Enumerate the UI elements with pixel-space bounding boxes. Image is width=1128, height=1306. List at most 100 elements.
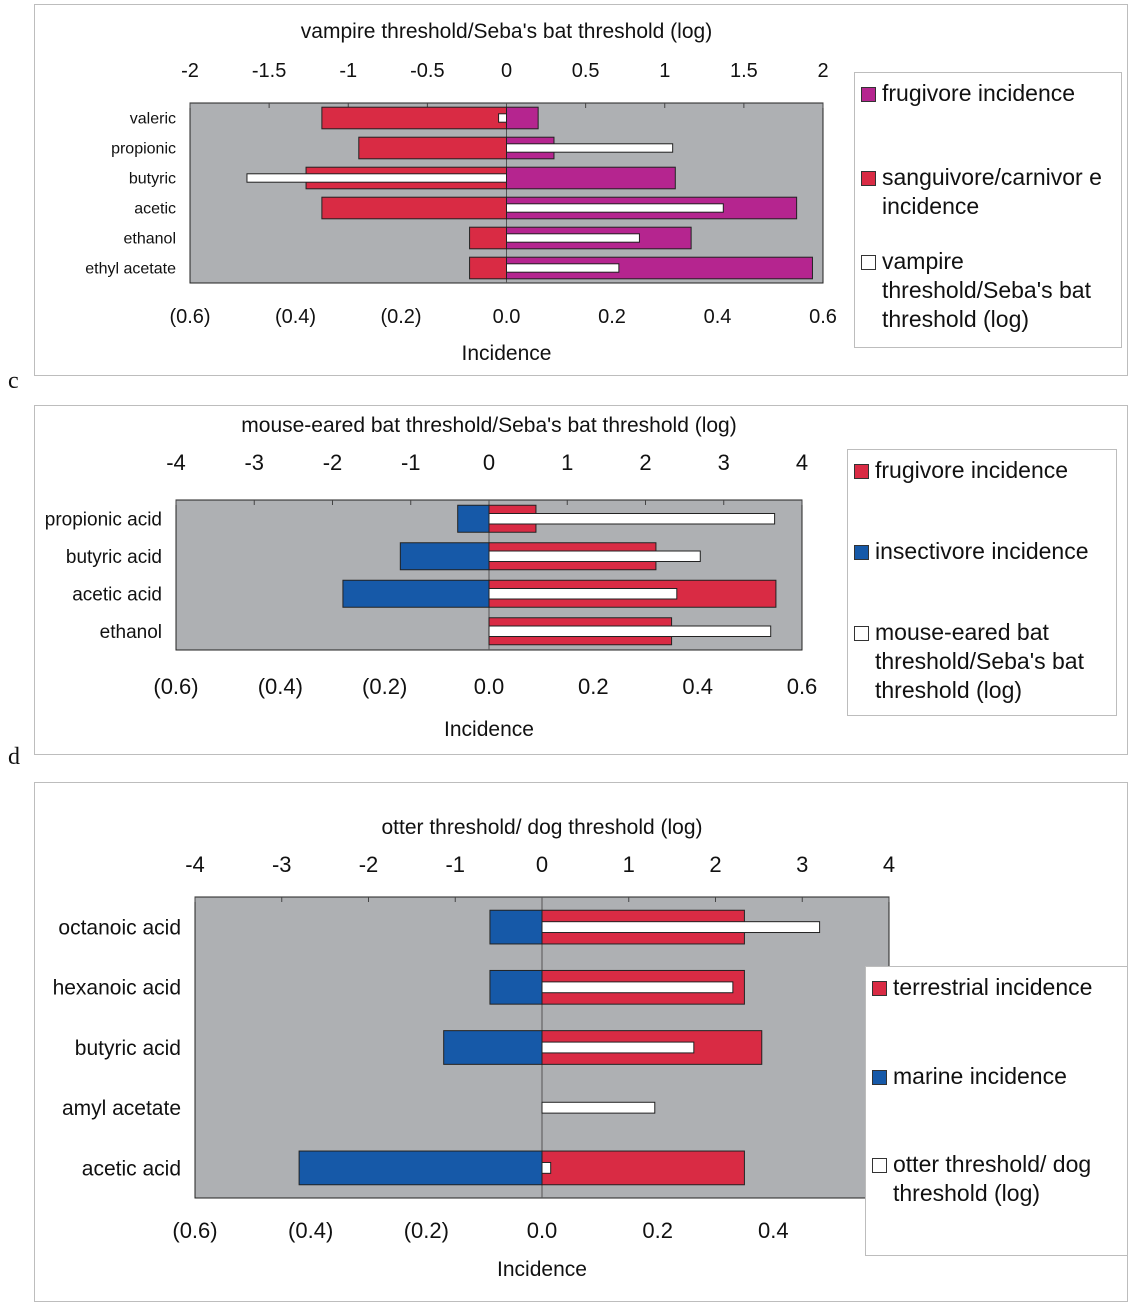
- bar-c-threshold-log: [246, 173, 507, 183]
- category-label-c: ethyl acetate: [85, 261, 176, 278]
- bar-e-threshold-log: [541, 981, 734, 994]
- x-axis-label-e: Incidence: [497, 1258, 587, 1281]
- bottom-tick-label-e: (0.2): [404, 1218, 449, 1243]
- top-tick-label-e: -4: [185, 852, 205, 877]
- top-axis-title-c: vampire threshold/Seba's bat threshold (…: [301, 20, 712, 43]
- bottom-tick-label-d: 0.6: [787, 674, 818, 699]
- top-tick-label-c: 1.5: [730, 60, 758, 82]
- bar-d-insectivore-incidence: [399, 542, 490, 571]
- legend-d: frugivore incidence insectivore incidence…: [847, 449, 1117, 716]
- top-tick-label-e: 0: [536, 852, 548, 877]
- bar-c-sanguivore-carnivore-incidence: [469, 226, 508, 250]
- legend-item-d: frugivore incidence: [854, 456, 1110, 537]
- legend-swatch-e: [872, 1158, 887, 1174]
- category-label-e: octanoic acid: [58, 916, 181, 939]
- category-label-e: acetic acid: [82, 1157, 181, 1180]
- legend-swatch-d: [854, 464, 869, 479]
- bar-c-sanguivore-carnivore-incidence: [358, 136, 507, 160]
- bottom-tick-label-d: 0.2: [578, 674, 609, 699]
- bar-e-marine-incidence: [489, 909, 543, 945]
- top-tick-label-d: -4: [166, 450, 186, 475]
- top-tick-label-e: -1: [445, 852, 465, 877]
- legend-item-c: vampire threshold/Seba's bat threshold (…: [861, 247, 1115, 334]
- bottom-tick-label-d: (0.2): [362, 674, 407, 699]
- top-tick-label-d: -1: [401, 450, 421, 475]
- bar-c-threshold-log: [506, 233, 640, 243]
- top-tick-label-d: 1: [561, 450, 573, 475]
- chart-e-svg: otter threshold/ dog threshold (log) -4 -3…: [53, 816, 896, 1281]
- bar-c-threshold-log: [506, 143, 674, 153]
- legend-swatch-e: [872, 1069, 887, 1085]
- legend-item-c: frugivore incidence: [861, 79, 1115, 163]
- bar-e-threshold-log: [541, 1041, 695, 1054]
- category-label-c: propionic: [111, 141, 176, 158]
- category-label-d: ethanol: [100, 622, 162, 643]
- top-tick-label-e: -2: [359, 852, 379, 877]
- bottom-tick-label-e: 0.4: [758, 1218, 789, 1243]
- legend-label-e: otter threshold/ dog threshold (log): [893, 1151, 1092, 1207]
- top-tick-label-c: 0.5: [572, 60, 600, 82]
- bar-d-threshold-log: [488, 625, 772, 637]
- panel-letter-d: d: [8, 744, 20, 770]
- bar-d-insectivore-incidence: [342, 579, 490, 608]
- top-tick-label-d: -3: [244, 450, 264, 475]
- legend-item-e: terrestrial incidence: [872, 973, 1121, 1062]
- top-axis-title-e: otter threshold/ dog threshold (log): [381, 816, 702, 839]
- bar-e-terrestrial-incidence: [541, 1150, 745, 1186]
- top-tick-label-d: 3: [718, 450, 730, 475]
- bottom-tick-label-c: (0.6): [169, 306, 210, 328]
- legend-label-d: mouse-eared bat threshold/Seba's bat thr…: [875, 619, 1084, 703]
- panel-letter-c: c: [8, 368, 19, 394]
- chart-d-svg: mouse-eared bat threshold/Seba's bat thr…: [45, 414, 818, 741]
- category-label-e: butyric acid: [75, 1037, 181, 1060]
- top-tick-label-c: -0.5: [410, 60, 444, 82]
- legend-label-d: insectivore incidence: [875, 538, 1089, 564]
- x-axis-label-d: Incidence: [444, 718, 534, 741]
- bar-d-threshold-log: [488, 588, 678, 600]
- bar-e-marine-incidence: [489, 969, 543, 1005]
- chart-c-svg: vampire threshold/Seba's bat threshold (…: [85, 20, 837, 365]
- bar-e-threshold-log: [541, 921, 821, 934]
- legend-item-e: otter threshold/ dog threshold (log): [872, 1150, 1121, 1239]
- bar-c-threshold-log: [506, 263, 620, 273]
- category-label-c: valeric: [130, 111, 176, 128]
- bar-e-threshold-log: [541, 1101, 656, 1114]
- legend-label-c: vampire threshold/Seba's bat threshold (…: [882, 248, 1091, 332]
- legend-item-d: mouse-eared bat threshold/Seba's bat thr…: [854, 618, 1110, 705]
- bar-c-sanguivore-carnivore-incidence: [321, 106, 507, 130]
- legend-swatch-d: [854, 626, 869, 641]
- top-tick-label-d: -2: [323, 450, 343, 475]
- x-axis-label-c: Incidence: [462, 342, 552, 365]
- bar-d-threshold-log: [488, 550, 701, 562]
- legend-swatch-c: [861, 171, 876, 186]
- top-tick-label-c: -1: [339, 60, 357, 82]
- bottom-tick-label-d: 0.0: [474, 674, 505, 699]
- bottom-tick-label-c: 0.6: [809, 306, 837, 328]
- bottom-tick-label-c: (0.4): [275, 306, 316, 328]
- top-tick-label-d: 2: [639, 450, 651, 475]
- category-label-d: propionic acid: [45, 509, 162, 530]
- bottom-tick-label-c: 0.2: [598, 306, 626, 328]
- legend-swatch-d: [854, 545, 869, 560]
- category-label-e: amyl acetate: [62, 1097, 181, 1120]
- legend-label-c: frugivore incidence: [882, 80, 1076, 106]
- category-label-d: acetic acid: [72, 584, 162, 605]
- bar-e-marine-incidence: [298, 1150, 543, 1186]
- category-label-c: acetic: [134, 201, 176, 218]
- top-tick-label-e: 2: [709, 852, 721, 877]
- legend-swatch-c: [861, 87, 876, 102]
- bottom-tick-label-e: 0.0: [527, 1218, 558, 1243]
- category-label-d: butyric acid: [66, 547, 162, 568]
- category-label-c: ethanol: [124, 231, 177, 248]
- legend-label-e: terrestrial incidence: [893, 974, 1093, 1000]
- bar-c-sanguivore-carnivore-incidence: [321, 196, 507, 220]
- legend-e: terrestrial incidence marine incidence ott…: [865, 966, 1128, 1256]
- legend-swatch-c: [861, 255, 876, 270]
- legend-label-d: frugivore incidence: [875, 457, 1069, 483]
- top-tick-label-d: 0: [483, 450, 495, 475]
- bar-d-insectivore-incidence: [457, 504, 490, 533]
- bottom-tick-label-d: 0.4: [682, 674, 713, 699]
- top-tick-label-d: 4: [796, 450, 808, 475]
- legend-c: frugivore incidence sanguivore/carnivor e…: [854, 72, 1122, 348]
- bar-e-marine-incidence: [443, 1030, 543, 1065]
